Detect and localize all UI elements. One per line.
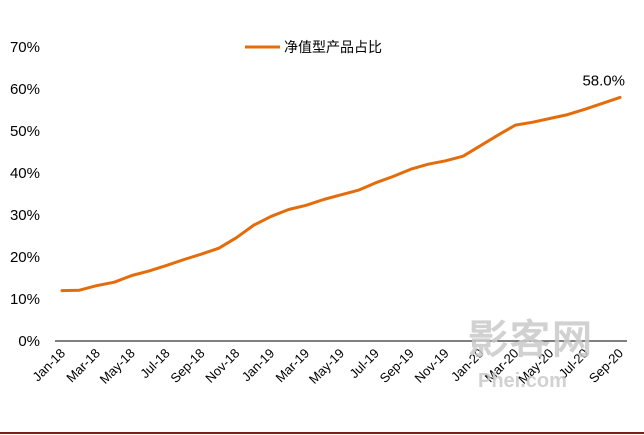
legend: 净值型产品占比 xyxy=(245,39,382,55)
x-tick-label: May-18 xyxy=(97,346,138,387)
y-tick-label: 50% xyxy=(10,123,40,140)
x-tick-label: Mar-19 xyxy=(273,346,313,386)
y-tick-label: 0% xyxy=(18,333,40,350)
watermark: 影客网 Phei.com xyxy=(468,318,594,392)
data-labels: 58.0% xyxy=(582,72,625,89)
legend-label: 净值型产品占比 xyxy=(284,39,382,55)
series-layer xyxy=(60,95,622,293)
data-label: 58.0% xyxy=(582,72,625,89)
y-tick-label: 10% xyxy=(10,291,40,308)
x-tick-label: Jan-19 xyxy=(239,346,278,385)
y-tick-label: 20% xyxy=(10,249,40,266)
y-tick-label: 60% xyxy=(10,81,40,98)
x-tick-label: Sep-19 xyxy=(377,346,417,386)
x-tick-label: Jan-18 xyxy=(29,346,68,385)
x-tick-label: May-19 xyxy=(306,346,347,387)
x-tick-label: Mar-18 xyxy=(63,346,103,386)
y-tick-label: 30% xyxy=(10,207,40,224)
series-line xyxy=(60,95,622,293)
y-tick-label: 40% xyxy=(10,165,40,182)
y-tick-label: 70% xyxy=(10,39,40,56)
y-axis-ticks: 0% 10% 20% 30% 40% 50% 60% 70% xyxy=(10,39,40,350)
watermark-text: 影客网 xyxy=(468,318,594,362)
watermark-sub-text: Phei.com xyxy=(478,370,567,392)
x-tick-label: Nov-19 xyxy=(411,346,451,386)
x-tick-label: Sep-18 xyxy=(167,346,207,386)
x-tick-label: Nov-18 xyxy=(202,346,242,386)
